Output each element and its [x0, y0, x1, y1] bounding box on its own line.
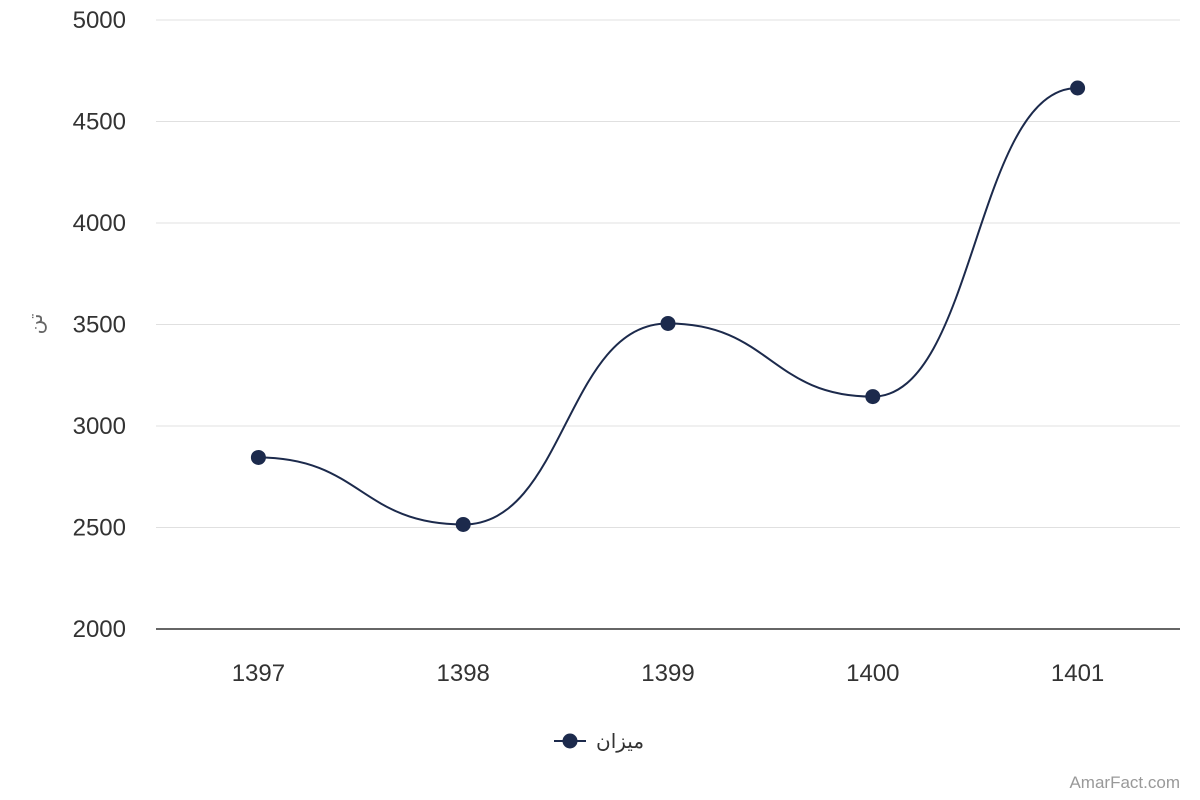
- y-tick-label: 4000: [73, 210, 126, 237]
- gridlines: [156, 19, 1180, 528]
- x-tick-label: 1401: [1051, 660, 1104, 687]
- y-tick-label: 2000: [73, 616, 126, 643]
- legend-marker-icon: [562, 733, 578, 749]
- data-point: [455, 516, 471, 532]
- x-axis-tick-labels: 1397 1398 1399 1400 1401: [232, 660, 1105, 687]
- x-tick-label: 1400: [846, 660, 899, 687]
- y-axis-tick-labels: 2000 2500 3000 3500 4000 4500 5000: [73, 7, 126, 643]
- y-tick-label: 5000: [73, 7, 126, 34]
- legend[interactable]: میزان: [554, 729, 644, 753]
- y-axis-title: تن: [23, 314, 47, 335]
- data-point: [865, 389, 881, 405]
- data-point: [250, 449, 266, 465]
- y-tick-label: 3500: [73, 312, 126, 339]
- data-point: [1070, 80, 1086, 96]
- x-tick-label: 1397: [232, 660, 285, 687]
- series-line: [258, 87, 1078, 526]
- legend-label: میزان: [596, 729, 644, 753]
- y-tick-label: 4500: [73, 109, 126, 136]
- data-points: [250, 80, 1086, 532]
- credit-link[interactable]: AmarFact.com: [1069, 773, 1180, 792]
- x-tick-label: 1399: [641, 660, 694, 687]
- x-tick-label: 1398: [437, 660, 490, 687]
- y-tick-label: 2500: [73, 515, 126, 542]
- y-tick-label: 3000: [73, 413, 126, 440]
- data-point: [660, 315, 676, 331]
